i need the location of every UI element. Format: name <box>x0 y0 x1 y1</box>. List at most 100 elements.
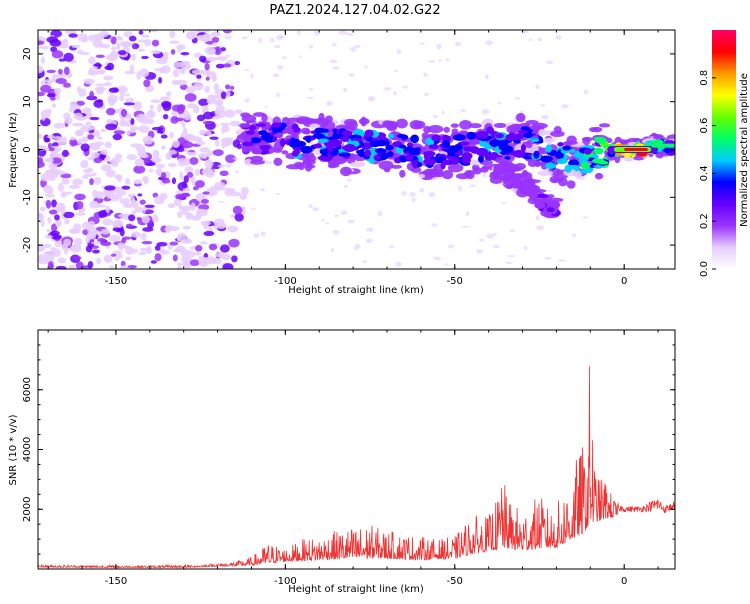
spectrogram-noise-blob <box>213 46 222 56</box>
snr-background <box>38 330 675 569</box>
spectrogram-noise-blob <box>215 63 225 69</box>
x-tick-label: -100 <box>274 276 297 287</box>
snr-x-label: Height of straight line (km) <box>288 584 424 595</box>
signal-band-core <box>457 141 470 146</box>
x-tick-label: -100 <box>274 576 297 587</box>
colorbar-tick-label: 0.6 <box>699 118 710 134</box>
signal-band-core <box>319 148 329 155</box>
spectrogram-noise-blob <box>109 265 115 269</box>
spectrogram-noise-blob <box>132 101 143 111</box>
signal-band-core <box>239 123 251 128</box>
spectrogram-noise-blob <box>50 152 60 158</box>
colorbar-ticks: 0.0 0.2 0.4 0.6 0.8 <box>699 70 716 277</box>
signal-band-halo <box>534 161 546 166</box>
signal-band-core <box>476 130 489 140</box>
spectrogram-noise-blob <box>151 156 162 164</box>
spectrogram-noise-blob <box>96 257 101 265</box>
spectrogram-noise-blob <box>159 249 170 255</box>
spectrogram-noise-blob <box>225 154 237 164</box>
spectrogram-noise-blob <box>137 193 143 197</box>
spectrogram-noise-blob <box>81 108 92 112</box>
spectrogram-noise-blob <box>244 98 250 103</box>
spectrogram-noise-blob <box>377 210 383 217</box>
spectrogram-noise-blob <box>81 136 89 143</box>
signal-band-halo <box>396 118 408 129</box>
spectrogram-noise-blob <box>215 138 220 148</box>
spectrogram-noise-blob <box>138 251 147 256</box>
signal-band-core <box>498 143 505 151</box>
spectrogram-noise-blob <box>83 168 91 174</box>
spectrogram-noise-blob <box>152 214 159 223</box>
spectrogram-noise-blob <box>273 45 281 49</box>
spectrogram-noise-blob <box>45 193 55 198</box>
spectrogram-noise-blob <box>41 46 50 50</box>
signal-band-core <box>505 133 518 142</box>
spectrogram-noise-blob <box>229 120 241 127</box>
spectrogram-noise-blob <box>438 59 442 62</box>
spectrogram-noise-blob <box>177 158 189 163</box>
spectrogram-noise-blob <box>113 130 126 135</box>
signal-band-core <box>431 134 442 142</box>
signal-band-halo <box>550 130 565 138</box>
spectrogram-noise-blob <box>38 45 43 49</box>
spectrogram-noise-blob <box>40 109 51 119</box>
spectrogram-noise-blob <box>63 247 69 255</box>
spectrogram-noise-blob <box>346 178 352 182</box>
spectrogram-noise-blob <box>51 50 64 59</box>
spectrogram-noise-blob <box>128 248 139 254</box>
spectrogram-noise-blob <box>557 259 566 262</box>
spectrogram-noise-blob <box>202 111 214 120</box>
spectrogram-noise-blob <box>214 109 222 114</box>
colorbar-tick-label: 0.0 <box>699 261 710 277</box>
spectrogram-noise-blob <box>181 123 186 128</box>
spectrogram-noise-blob <box>396 49 402 55</box>
spectrogram-noise-blob <box>195 244 203 252</box>
spectrogram-noise-blob <box>131 43 137 50</box>
spectrogram-noise-blob <box>485 40 494 46</box>
spectrogram-noise-blob <box>162 178 171 184</box>
spectrogram-noise-blob <box>119 95 125 102</box>
signal-band-halo <box>513 123 523 132</box>
signal-band-core <box>374 139 387 147</box>
snr-x-ticks: -150 -100 -50 0 <box>47 330 659 587</box>
signal-band-core <box>364 149 372 158</box>
signal-band-halo <box>417 173 426 179</box>
spectrogram-noise-blob <box>70 244 82 253</box>
spectrogram-noise-blob <box>169 40 180 44</box>
branch-band-core <box>510 181 521 189</box>
spectrogram-noise-blob <box>68 264 76 269</box>
spectrogram-noise-blob <box>275 92 280 98</box>
spectrogram-noise-blob <box>118 213 130 218</box>
spectrogram-noise-blob <box>103 75 114 81</box>
signal-band-halo <box>331 160 341 165</box>
spectrogram-noise-blob <box>219 244 230 253</box>
spectrogram-noise-blob <box>401 190 407 196</box>
spectrogram-noise-blob <box>180 51 190 56</box>
spectrogram-noise-blob <box>48 162 58 170</box>
spectrogram-noise-blob <box>166 91 172 97</box>
spectrogram-noise-blob <box>181 192 191 198</box>
spectrogram-noise-blob <box>40 219 45 227</box>
signal-band-core <box>520 143 527 152</box>
spectrogram-noise-blob <box>419 187 425 193</box>
spectrogram-noise-blob <box>167 150 178 155</box>
spectrogram-noise-blob <box>392 91 397 96</box>
spectrogram-noise-blob <box>218 251 225 257</box>
spectrogram-noise-blob <box>228 238 240 248</box>
spectrogram-noise-blob <box>173 68 180 78</box>
signal-band-halo <box>327 163 337 169</box>
spectrogram-noise-blob <box>432 115 438 119</box>
spectrogram-noise-blob <box>63 66 70 76</box>
y-tick-label: 0 <box>22 146 33 152</box>
spectrogram-noise-blob <box>45 158 54 163</box>
spectrogram-noise-blob <box>220 47 226 52</box>
spectrogram-noise-blob <box>38 133 43 139</box>
spectrogram-noise-blob <box>234 213 244 222</box>
spectrogram-noise-blob <box>163 51 169 57</box>
signal-band-core <box>312 133 326 139</box>
spectrogram-noise-blob <box>179 84 188 91</box>
spectrogram-noise-blob <box>175 190 184 194</box>
spectrogram-noise-blob <box>184 239 193 244</box>
spectrogram-noise-blob <box>211 115 221 120</box>
spectrogram-noise-blob <box>476 248 483 254</box>
